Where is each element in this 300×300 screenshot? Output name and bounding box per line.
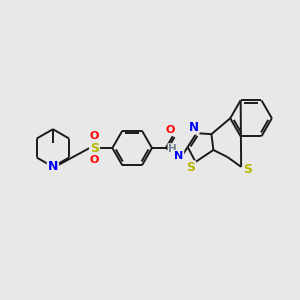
Text: N: N [174,151,183,161]
Text: N: N [189,121,199,134]
Text: O: O [90,131,99,141]
Text: S: S [244,163,253,176]
Text: H: H [168,144,177,154]
Text: O: O [165,125,175,135]
Text: S: S [186,161,195,174]
Text: N: N [48,160,58,173]
Text: S: S [90,142,99,154]
Text: O: O [90,155,99,165]
